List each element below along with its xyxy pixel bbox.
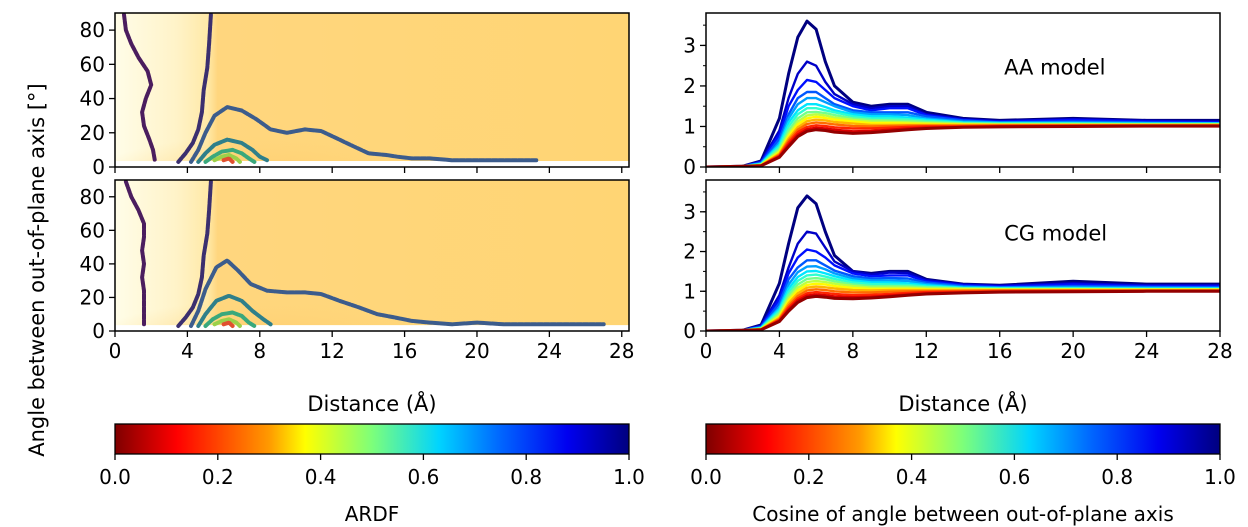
x-tick-label: 16 [392, 339, 417, 363]
y-tick-label: 0 [92, 319, 105, 343]
x-tick-label: 20 [464, 339, 489, 363]
colorbar-tick-label: 0.2 [793, 465, 825, 489]
colorbar-tick-label: 0.2 [202, 465, 234, 489]
x-tick-label: 12 [319, 339, 344, 363]
colorbar-tick-label: 0.4 [896, 465, 928, 489]
x-tick-label: 16 [987, 339, 1012, 363]
x-tick-label: 24 [537, 339, 562, 363]
y-tick-label: 40 [80, 87, 105, 111]
colorbar-tick-label: 1.0 [613, 465, 645, 489]
y-tick-label: 60 [80, 52, 105, 76]
y-tick-label: 20 [80, 121, 105, 145]
x-tick-label: 0 [109, 339, 122, 363]
colorbar-tick-label: 0.6 [998, 465, 1030, 489]
x-tick-label: 4 [181, 339, 194, 363]
y-tick-label: 2 [683, 74, 696, 98]
colorbar-right-label: Cosine of angle between out-of-plane axi… [752, 502, 1174, 526]
contour-line [221, 320, 235, 328]
y-tick-label: 3 [683, 200, 696, 224]
axes-frame [114, 179, 630, 332]
colorbar-tick-label: 0.6 [407, 465, 439, 489]
contour-line [189, 258, 606, 328]
contour-line [196, 137, 269, 164]
contour-line [212, 317, 242, 328]
colorbar-tick-label: 0.0 [690, 465, 722, 489]
colorbar-right-gradient [705, 423, 1221, 455]
axes-frame [114, 12, 630, 168]
x-tick-label: 28 [1207, 339, 1232, 363]
contour-line [189, 105, 539, 164]
x-tick-label: 12 [914, 339, 939, 363]
series-line [706, 124, 1220, 167]
contour-line [212, 153, 242, 164]
y-tick-label: 0 [92, 155, 105, 179]
y-tick-label: 2 [683, 240, 696, 264]
y-tick-label: 80 [80, 18, 105, 42]
colorbar-tick-label: 0.8 [1101, 465, 1133, 489]
colorbar-left-label: ARDF [345, 502, 399, 526]
x-tick-label: 24 [1134, 339, 1159, 363]
axes-frame [705, 179, 1221, 332]
colorbar-right: 0.0 0.2 0.4 0.6 0.8 1.0 Cosine of angle betwe… [690, 423, 1236, 526]
colorbar-tick-label: 1.0 [1204, 465, 1236, 489]
contour-line [196, 293, 273, 328]
x-axis-label: Distance (Å) [898, 390, 1027, 416]
contour-line [122, 13, 157, 163]
x-tick-label: 28 [609, 339, 634, 363]
y-tick-label: 80 [80, 185, 105, 209]
y-tick-label: 40 [80, 252, 105, 276]
contour-line [123, 180, 146, 327]
contour-line [203, 147, 257, 164]
panel-bottom-left: 0 4 8 12 16 20 24 28 0 20 40 60 80 Distance (Å) [80, 179, 634, 416]
y-tick-label: 60 [80, 218, 105, 242]
axes-frame [705, 12, 1221, 168]
colorbar-tick-label: 0.4 [305, 465, 337, 489]
contour-line [176, 13, 213, 164]
panel-annotation: CG model [1004, 221, 1107, 245]
contour-line [221, 156, 235, 164]
heatmap-empty-band [115, 161, 629, 167]
colorbar-left-gradient [114, 423, 630, 455]
y-tick-label: 20 [80, 285, 105, 309]
heatmap-empty-band [115, 325, 629, 331]
x-tick-label: 20 [1060, 339, 1085, 363]
shared-ylabel: Angle between out-of-plane axis [°] [25, 83, 49, 457]
panel-annotation: AA model [1004, 56, 1105, 80]
series-line [706, 96, 1220, 167]
y-tick-label: 0 [683, 319, 696, 343]
x-axis-label: Distance (Å) [307, 390, 436, 416]
colorbar-tick-label: 0.8 [510, 465, 542, 489]
y-tick-label: 1 [683, 279, 696, 303]
series-line [706, 289, 1220, 331]
x-tick-label: 0 [700, 339, 713, 363]
y-tick-label: 3 [683, 33, 696, 57]
contour-line [203, 310, 257, 328]
colorbar-tick-label: 0.0 [99, 465, 131, 489]
x-tick-label: 4 [773, 339, 786, 363]
colorbar-left: 0.0 0.2 0.4 0.6 0.8 1.0 ARDF [99, 423, 645, 526]
y-tick-label: 0 [683, 155, 696, 179]
panel-top-right: AA model 0 1 2 3 [683, 12, 1221, 179]
panel-top-left: 0 20 40 60 80 [80, 12, 630, 179]
x-tick-label: 8 [846, 339, 859, 363]
y-tick-label: 1 [683, 114, 696, 138]
contour-line [176, 180, 213, 328]
x-tick-label: 8 [253, 339, 266, 363]
